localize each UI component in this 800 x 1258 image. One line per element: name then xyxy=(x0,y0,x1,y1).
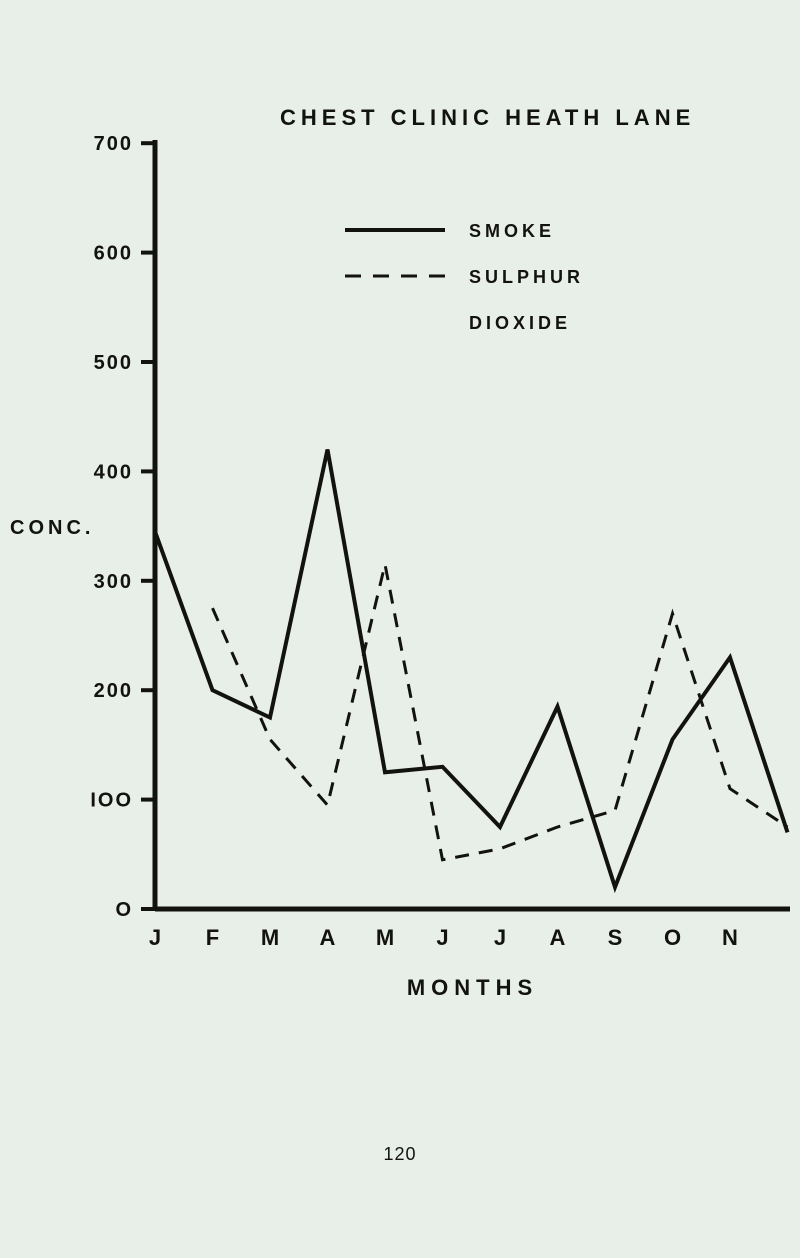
legend-label: SMOKE xyxy=(469,221,555,241)
chart-canvas: CHEST CLINIC HEATH LANE O IOO 200 300 400 500 6… xyxy=(0,0,800,1258)
y-tick-label: IOO xyxy=(90,790,133,812)
y-tick-label: 600 xyxy=(94,243,133,265)
chart-bg xyxy=(0,0,800,1258)
x-tick-label: A xyxy=(550,925,566,950)
y-axis-label: CONC. xyxy=(10,517,94,539)
x-tick-label: M xyxy=(376,925,394,950)
legend-label: DIOXIDE xyxy=(469,313,571,333)
x-tick-label: J xyxy=(149,925,161,950)
y-tick-label: 700 xyxy=(94,133,133,155)
x-tick-label: N xyxy=(722,925,738,950)
y-tick-label: 300 xyxy=(94,571,133,593)
page-number: 120 xyxy=(383,1144,416,1164)
x-axis-label: MONTHS xyxy=(407,975,538,1000)
y-tick-label: 200 xyxy=(94,680,133,702)
x-tick-label: A xyxy=(320,925,336,950)
y-tick-label: 400 xyxy=(94,461,133,483)
chart-title: CHEST CLINIC HEATH LANE xyxy=(280,105,695,130)
legend-label: SULPHUR xyxy=(469,267,584,287)
x-tick-label: J xyxy=(436,925,448,950)
y-tick-label: 500 xyxy=(94,352,133,374)
x-tick-label: F xyxy=(206,925,219,950)
page: CHEST CLINIC HEATH LANE O IOO 200 300 400 500 6… xyxy=(0,0,800,1258)
y-tick-label: O xyxy=(115,899,133,921)
x-tick-label: S xyxy=(608,925,623,950)
x-tick-label: M xyxy=(261,925,279,950)
x-tick-label: O xyxy=(664,925,681,950)
x-tick-label: J xyxy=(494,925,506,950)
